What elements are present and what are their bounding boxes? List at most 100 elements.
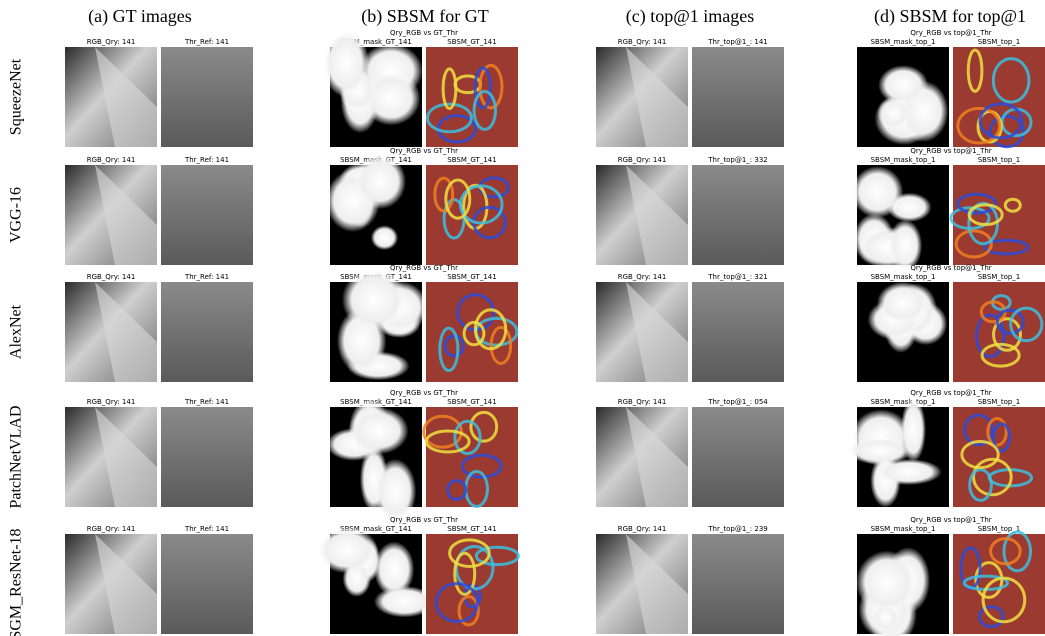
image [161,165,253,265]
image-caption: Thr_Ref: 141 [184,38,229,46]
mask-blob [374,459,416,524]
image-caption: Thr_Ref: 141 [184,273,229,281]
thermal [161,165,253,265]
image-caption: Thr_top@1_: 332 [707,156,767,164]
figure: (a) GT images(b) SBSM for GT(c) top@1 im… [0,0,1045,636]
image-caption: RGB_Qry: 141 [618,273,667,281]
row-label: AlexNet [8,304,25,359]
image [856,534,949,636]
image-caption: Thr_Ref: 141 [184,525,229,533]
row-label: SqueezeNet [8,58,25,135]
image [692,534,784,634]
image [330,268,428,382]
image [161,534,253,634]
image [424,407,518,507]
image [322,29,422,147]
image [161,282,253,382]
mask-blob [877,282,929,325]
image-caption: RGB_Qry: 141 [618,156,667,164]
mask-blob [852,166,904,218]
mask-blob [878,65,928,105]
group-header: Qry_RGB vs GT_Thr [390,516,458,524]
image-caption: SBSM_top_1 [978,273,1021,281]
image-caption: Thr_Ref: 141 [184,398,229,406]
image [65,165,157,265]
image [426,282,518,382]
image [596,534,688,634]
mask-blob [371,225,398,250]
image-caption: SBSM_mask_top_1 [871,156,936,164]
thermal [161,407,253,507]
thermal [692,47,784,147]
group-header: Qry_RGB vs GT_Thr [390,264,458,272]
image [596,47,688,147]
image [852,165,949,271]
mask-blob [856,551,918,615]
image-caption: SBSM_GT_141 [447,525,496,533]
image [596,165,688,265]
group-header: Qry_RGB vs GT_Thr [390,29,458,37]
mask-blob [847,437,912,464]
image [326,154,422,265]
row-label: VGG-16 [8,187,25,243]
mask-blob [342,268,407,331]
image-caption: Thr_top@1_: 239 [707,525,767,533]
row-label: SGM_ResNet-18 [8,528,25,636]
image [65,282,157,382]
group-header: Qry_RGB vs GT_Thr [390,147,458,155]
image-caption: SBSM_mask_top_1 [871,525,936,533]
image [953,407,1045,507]
mask-blob [316,527,378,573]
image [316,527,435,634]
group-header: Qry_RGB vs top@1_Thr [910,516,991,524]
image [692,282,784,382]
image-caption: RGB_Qry: 141 [87,156,136,164]
group-header: Qry_RGB vs top@1_Thr [910,264,991,272]
column-title: (a) GT images [88,6,192,27]
thermal [692,165,784,265]
image-caption: RGB_Qry: 141 [618,525,667,533]
mask-blob [374,541,414,596]
image-caption: RGB_Qry: 141 [87,525,136,533]
group-header: Qry_RGB vs GT_Thr [390,389,458,397]
group-header: Qry_RGB vs top@1_Thr [910,29,991,37]
image-caption: SBSM_top_1 [978,38,1021,46]
image [857,282,949,382]
image-caption: SBSM_GT_141 [447,38,496,46]
column-title: (b) SBSM for GT [361,6,489,27]
image [65,47,157,147]
thermal [692,534,784,634]
image-caption: SBSM_mask_top_1 [871,398,936,406]
row-label: PatchNetVLAD [8,405,25,508]
image [161,47,253,147]
image-caption: SBSM_GT_141 [447,273,496,281]
image [953,532,1045,634]
image-caption: Thr_top@1_: 141 [707,38,767,46]
image-caption: Thr_Ref: 141 [184,156,229,164]
image [161,407,253,507]
thermal [161,282,253,382]
image [692,407,784,507]
image-caption: RGB_Qry: 141 [87,398,136,406]
image [692,47,784,147]
image-caption: Thr_top@1_: 321 [707,273,767,281]
image-caption: RGB_Qry: 141 [87,38,136,46]
mask-blob [322,29,369,97]
image [596,407,688,507]
image-caption: SBSM_GT_141 [447,398,496,406]
image-caption: SBSM_mask_top_1 [871,273,936,281]
image [953,282,1045,382]
image-caption: SBSM_mask_top_1 [871,38,936,46]
image-caption: Thr_top@1_: 054 [707,398,768,406]
image [426,165,518,265]
image-caption: RGB_Qry: 141 [618,38,667,46]
image [426,47,518,147]
image [65,407,157,507]
mask-blob [355,154,406,209]
thermal [692,282,784,382]
image [65,534,157,634]
image-caption: SBSM_top_1 [978,156,1021,164]
column-title: (d) SBSM for top@1 [874,6,1026,27]
image [596,282,688,382]
image [847,397,949,507]
